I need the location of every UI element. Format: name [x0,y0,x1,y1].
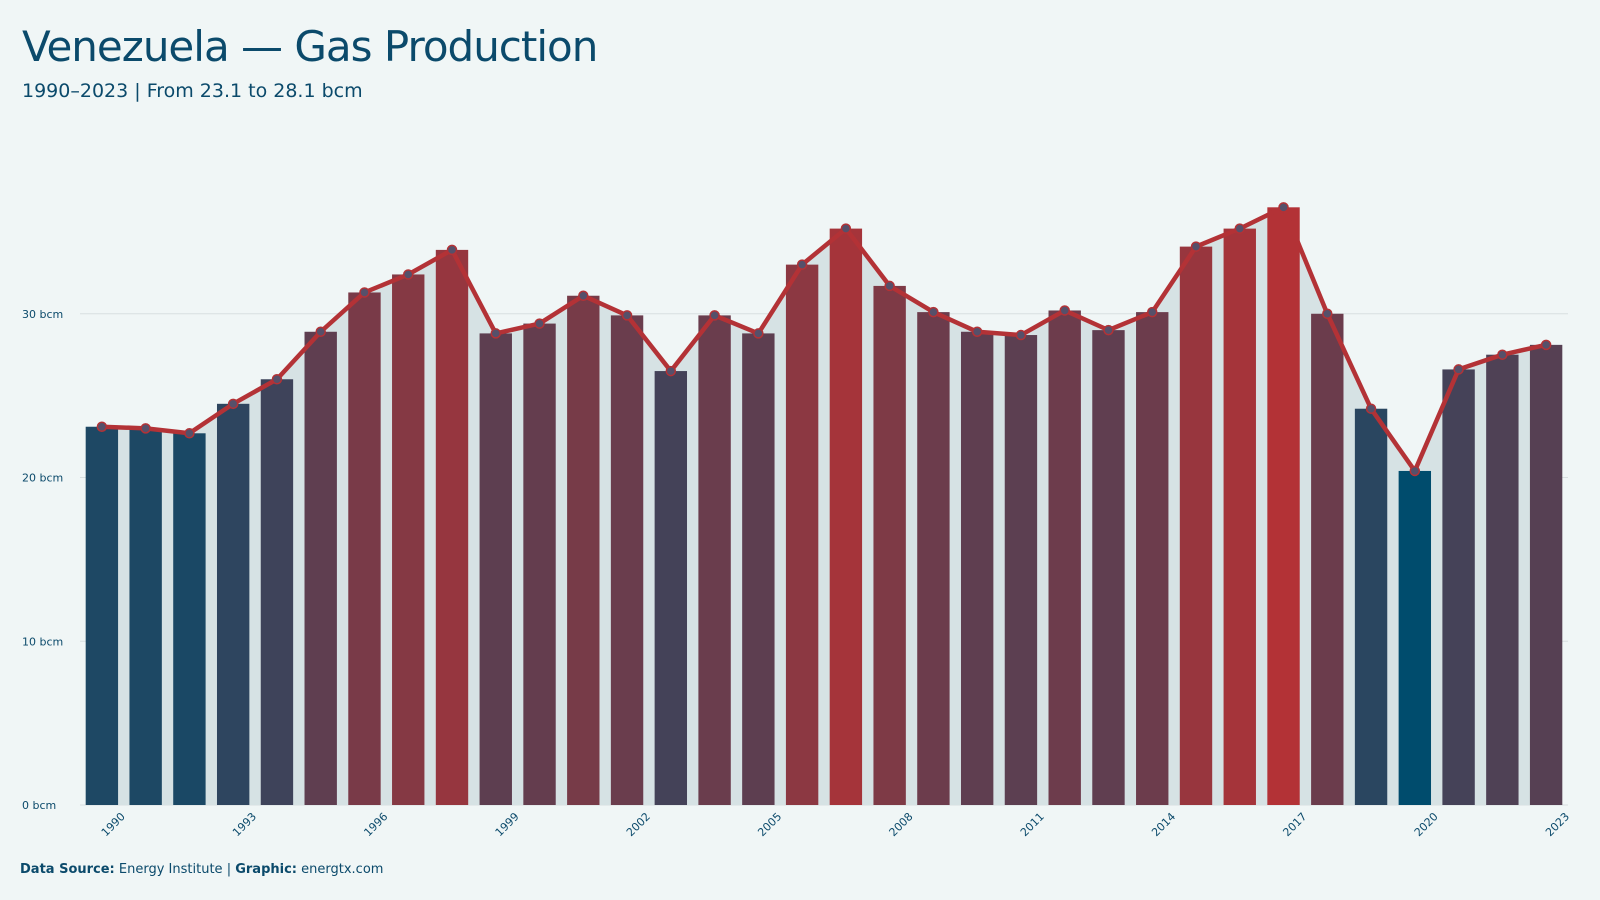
bar-2012 [1048,310,1081,805]
x-tick-label: 2014 [1149,810,1178,839]
point-2007 [840,223,852,234]
bar-2007 [829,228,863,806]
bar-2003 [654,371,688,805]
point-1990 [96,421,108,432]
point-2011 [1015,329,1027,341]
bar-2019 [1354,408,1388,805]
x-tick-label: 1993 [230,810,259,839]
bar-1998 [435,249,469,805]
graphic-label: Graphic: [235,862,297,877]
point-2019 [1365,403,1377,414]
bar-2018 [1311,313,1344,805]
point-2015 [1190,241,1202,252]
point-2005 [753,328,764,339]
point-2022 [1497,349,1508,360]
bar-2023 [1529,344,1563,805]
bar-2010 [960,331,994,805]
x-tick-label: 2023 [1543,810,1572,839]
point-2023 [1540,339,1552,351]
bar-1990 [85,426,119,805]
point-2020 [1409,465,1421,477]
bar-2014 [1136,312,1169,805]
point-2016 [1234,223,1246,234]
x-tick-label: 2008 [887,810,916,839]
chart-title: Venezuela — Gas Production [22,22,598,71]
bar-2017 [1267,207,1300,805]
point-2014 [1146,306,1158,318]
point-2001 [578,290,589,301]
point-2004 [709,310,720,321]
bar-2016 [1223,228,1256,806]
bar-2013 [1092,330,1125,805]
point-2010 [971,326,983,338]
x-tick-label: 2002 [624,810,653,839]
footer-separator: | [226,862,232,877]
point-1992 [184,428,195,439]
bar-2021 [1442,369,1475,805]
marker-layer [96,202,1552,477]
bar-2022 [1486,354,1519,805]
x-tick-label: 1996 [361,810,390,839]
bar-1994 [260,379,294,805]
source-value: Energy Institute [118,862,223,877]
point-2021 [1453,364,1464,375]
y-tick-label: 20 bcm [22,472,63,485]
point-1993 [227,398,239,410]
point-2009 [928,306,939,318]
line-layer [101,205,1547,474]
bar-2000 [523,323,556,805]
x-tick-label: 2020 [1412,810,1441,839]
bar-2004 [698,315,731,805]
bar-1999 [479,333,512,805]
bar-layer [85,207,1563,806]
point-2013 [1103,324,1114,336]
point-2006 [796,259,808,270]
y-axis-ticks: 0 bcm 10 bcm 20 bcm 30 bcm [22,308,63,812]
bar-2002 [610,315,644,805]
point-1991 [140,423,151,434]
bar-1997 [392,274,425,805]
bar-2001 [567,295,600,805]
x-axis-ticks: 1990 1993 1996 1999 2002 2005 2008 2011 2014 2017… [99,810,1572,839]
bar-2006 [785,264,819,805]
point-2018 [1322,308,1333,319]
bar-1996 [348,292,381,805]
bar-2009 [917,312,950,805]
point-1996 [359,287,370,298]
bar-1993 [216,403,250,805]
bar-2015 [1179,246,1213,806]
point-1999 [490,328,502,339]
x-tick-label: 1990 [99,810,128,839]
point-1998 [446,244,458,256]
footer: Data Source: Energy Institute | Graphic:… [20,862,383,877]
bar-1992 [173,433,206,805]
point-1997 [402,269,414,280]
x-tick-label: 2017 [1280,810,1309,839]
point-2000 [534,318,545,329]
point-2002 [621,310,633,321]
bar-1995 [304,331,337,805]
source-label: Data Source: [20,862,115,877]
x-tick-label: 2011 [1018,810,1047,839]
point-1994 [271,374,283,385]
point-2008 [884,280,895,292]
bar-2008 [873,285,906,806]
x-tick-label: 1999 [493,810,522,839]
bar-2020 [1398,470,1432,805]
bar-1991 [129,428,162,805]
chart-subtitle: 1990–2023 | From 23.1 to 28.1 bcm [22,80,363,102]
y-tick-label: 10 bcm [22,635,63,648]
bar-2005 [742,333,775,805]
y-tick-label: 0 bcm [22,799,56,812]
y-tick-label: 30 bcm [22,308,63,321]
point-2003 [665,365,677,377]
point-2012 [1059,305,1070,316]
graphic-value: energtx.com [301,862,384,877]
bar-2011 [1004,335,1038,805]
point-2017 [1278,202,1289,213]
point-1995 [315,326,326,338]
x-tick-label: 2005 [755,810,784,839]
series-line [101,205,1547,474]
